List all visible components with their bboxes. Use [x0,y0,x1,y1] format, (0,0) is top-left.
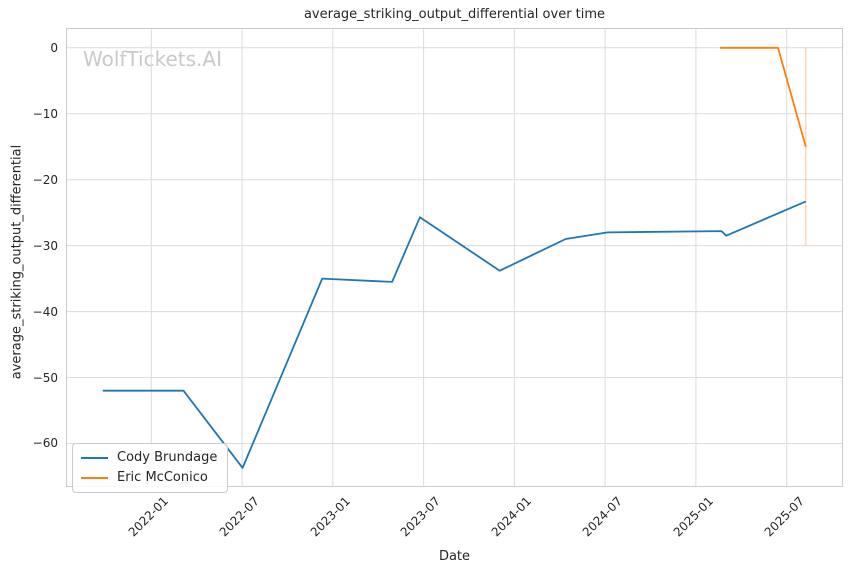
y-tick-label: −20 [32,172,58,187]
x-tick-label: 2023-07 [398,494,444,540]
x-tick-label: 2022-01 [125,494,172,540]
y-axis-label: average_striking_output_differential [9,144,25,380]
x-tick-label: 2025-07 [761,494,807,540]
y-tick-label: −10 [32,106,58,121]
legend-label: Cody Brundage [117,450,218,465]
plot-area [66,28,843,487]
x-tick-label: 2024-07 [579,494,626,540]
legend-row: Eric McConico [81,471,217,485]
series-line-cody-brundage [102,200,807,469]
x-tick-label: 2025-01 [670,494,716,540]
chart-title: average_striking_output_differential ove… [303,7,606,22]
watermark-text: WolfTickets.AI [83,47,222,71]
legend: Cody Brundage Eric McConico [72,443,229,493]
legend-label: Eric McConico [117,470,208,485]
plot-spines [66,28,843,487]
y-tick-label: −60 [32,436,58,451]
y-tick-label: −30 [32,238,58,253]
x-tick-label: 2024-01 [488,494,535,540]
y-tick-label: −40 [32,304,58,319]
y-tick-label: −50 [32,370,58,385]
x-tick-label: 2023-01 [307,494,353,540]
x-tick-label: 2022-07 [216,494,262,540]
x-axis-label: Date [438,549,471,564]
legend-swatch-icon [81,457,108,459]
legend-row: Cody Brundage [81,451,217,465]
y-tick-label: 0 [50,40,58,55]
series-line-eric-mcconico [720,46,807,147]
legend-swatch-icon [81,477,108,479]
